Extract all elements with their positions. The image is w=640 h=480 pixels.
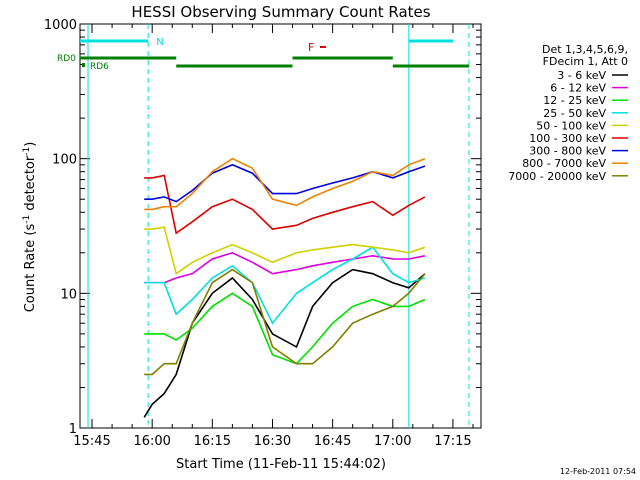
series-line [144, 163, 426, 203]
y-tick-label: 1000 [44, 18, 77, 33]
x-tick-label: 17:15 [434, 434, 471, 449]
flare-flag-label: F [308, 41, 314, 54]
legend-entry-label: 7000 - 20000 keV [508, 170, 606, 183]
rd6-label: RD6 [90, 62, 109, 72]
legend-entry-label: 800 - 7000 keV [522, 157, 606, 170]
x-tick-label: 15:45 [73, 434, 110, 449]
series-line [144, 292, 426, 365]
plot-area-border [79, 23, 482, 429]
rd0-label: RD0 [57, 54, 76, 64]
series-line [144, 226, 426, 276]
x-tick-label: 17:00 [374, 434, 411, 449]
legend-entry-label: 25 - 50 keV [543, 107, 606, 120]
rd6-marker [82, 63, 85, 67]
series-line [144, 246, 426, 325]
y-tick-label: 100 [52, 153, 77, 168]
legend-header-line: FDecim 1, Att 0 [543, 55, 628, 68]
series-line [144, 268, 426, 376]
series-line [144, 157, 426, 211]
night-flag-label: N [156, 37, 163, 48]
chart-title: HESSI Observing Summary Count Rates [131, 3, 430, 21]
y-axis-label-end: ) [23, 142, 38, 147]
x-tick-label: 16:30 [254, 434, 291, 449]
x-tick-label: 16:15 [194, 434, 231, 449]
y-axis-label-mid: detector [23, 155, 38, 215]
y-axis-label: Count Rate (s-1 detector-1) [22, 142, 38, 313]
legend-entry-label: 12 - 25 keV [543, 94, 606, 107]
legend-entry-label: 100 - 300 keV [529, 132, 606, 145]
y-axis-label-sup1: -1 [22, 215, 32, 224]
series-line [143, 268, 426, 418]
legend-entry-label: 300 - 800 keV [529, 145, 606, 158]
y-tick-label: 1 [69, 422, 77, 437]
legend-entry-label: 3 - 6 keV [557, 69, 606, 82]
legend-header-line: Det 1,3,4,5,6,9, [542, 43, 628, 56]
y-tick-label: 10 [60, 287, 77, 302]
series-line [144, 174, 426, 235]
y-axis-label-main: Count Rate (s [23, 224, 38, 313]
x-tick-label: 16:00 [133, 434, 170, 449]
x-tick-label: 16:45 [314, 434, 351, 449]
y-axis-label-sup2: -1 [22, 147, 32, 156]
x-axis-label: Start Time (11-Feb-11 15:44:02) [176, 457, 386, 472]
timestamp: 12-Feb-2011 07:54 [560, 467, 636, 476]
legend-entry-label: 50 - 100 keV [536, 119, 606, 132]
legend-entry-label: 6 - 12 keV [550, 82, 606, 95]
